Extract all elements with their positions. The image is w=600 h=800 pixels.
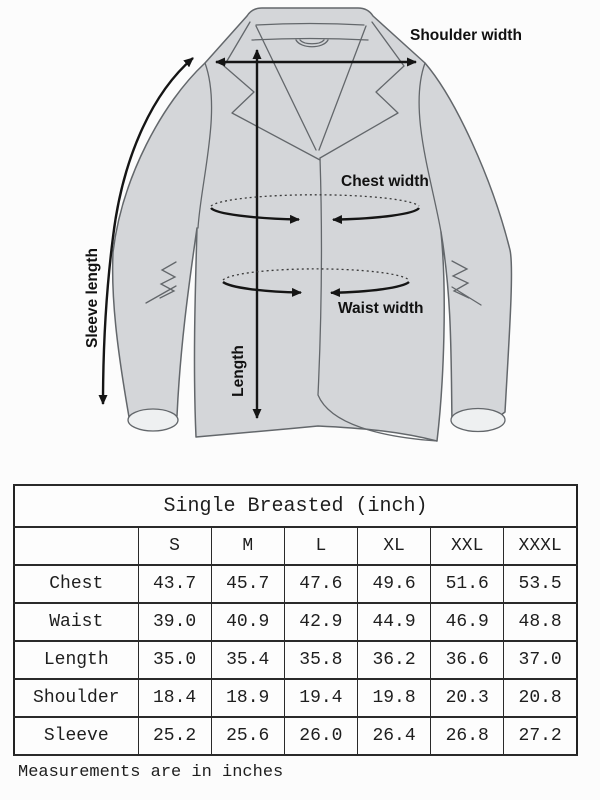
- right-elbow-gather: [451, 260, 482, 306]
- size-value-cell: 25.2: [137, 716, 212, 756]
- right-lapel: [319, 21, 405, 159]
- size-value-cell: 36.2: [356, 640, 432, 680]
- size-row-label: Shoulder: [13, 678, 139, 718]
- size-value-cell: 20.8: [503, 678, 578, 718]
- size-row: Length 35.0 35.4 35.8 36.2 36.6 37.0: [13, 640, 578, 680]
- size-col-header: M: [210, 526, 285, 566]
- chest-arrow-right: [332, 207, 420, 224]
- size-row-label: Length: [13, 640, 139, 680]
- size-row: Chest 43.7 45.7 47.6 49.6 51.6 53.5: [13, 564, 578, 604]
- size-value-cell: 46.9: [430, 602, 505, 642]
- chest-arrow-left: [210, 207, 300, 224]
- chest-width-label: Chest width: [341, 173, 429, 190]
- chest-ellipse-back: [210, 194, 420, 207]
- size-col-header: XXXL: [503, 526, 578, 566]
- shoulder-width-label: Shoulder width: [410, 27, 522, 44]
- size-value-cell: 51.6: [430, 564, 505, 604]
- right-armhole-seam: [418, 62, 442, 233]
- size-table: Single Breasted (inch) S M L XL XXL XXXL Ches…: [13, 484, 578, 756]
- sleeve-length-arrow: [98, 57, 194, 405]
- waist-arrow-right: [330, 281, 410, 298]
- size-value-cell: 35.0: [137, 640, 212, 680]
- collar-line-lower: [251, 37, 369, 41]
- hanger-loop: [295, 39, 329, 48]
- right-cuff: [450, 407, 506, 433]
- left-lapel-roll-line: [255, 25, 317, 151]
- center-front-seam: [317, 157, 438, 442]
- size-value-cell: 25.6: [210, 716, 285, 756]
- size-row-label: Chest: [13, 564, 139, 604]
- size-value-cell: 18.9: [210, 678, 285, 718]
- length-label: Length: [230, 345, 247, 397]
- size-value-cell: 40.9: [210, 602, 285, 642]
- size-col-header: L: [283, 526, 358, 566]
- size-table-body: Chest 43.7 45.7 47.6 49.6 51.6 53.5 Waist 39.0 40…: [13, 564, 578, 756]
- size-value-cell: 35.4: [210, 640, 285, 680]
- collar-line-upper: [255, 22, 365, 26]
- size-value-cell: 37.0: [503, 640, 578, 680]
- size-value-cell: 27.2: [503, 716, 578, 756]
- jacket-measurement-diagram: Shoulder width Chest width Waist width S…: [84, 7, 522, 442]
- left-lapel: [223, 21, 321, 161]
- left-armhole-seam: [197, 62, 213, 229]
- units-footnote: Measurements are in inches: [18, 763, 284, 782]
- size-table-title: Single Breasted (inch): [13, 484, 578, 528]
- size-value-cell: 45.7: [210, 564, 285, 604]
- size-value-cell: 19.4: [283, 678, 358, 718]
- size-value-cell: 35.8: [283, 640, 358, 680]
- size-value-cell: 39.0: [137, 602, 212, 642]
- size-value-cell: 26.0: [283, 716, 358, 756]
- size-value-cell: 26.8: [430, 716, 505, 756]
- corner-cell: [13, 526, 139, 566]
- right-lapel-roll-line: [318, 25, 367, 151]
- size-value-cell: 47.6: [283, 564, 358, 604]
- waist-width-label: Waist width: [338, 300, 424, 317]
- size-value-cell: 20.3: [430, 678, 505, 718]
- size-value-cell: 19.8: [356, 678, 432, 718]
- sleeve-length-label: Sleeve length: [84, 248, 101, 348]
- size-col-headers: S M L XL XXL XXXL: [13, 526, 578, 566]
- size-row: Sleeve 25.2 25.6 26.0 26.4 26.8 27.2: [13, 716, 578, 756]
- jacket-body: [111, 7, 513, 442]
- size-row-label: Waist: [13, 602, 139, 642]
- size-value-cell: 49.6: [356, 564, 432, 604]
- size-row: Shoulder 18.4 18.9 19.4 19.8 20.3 20.8: [13, 678, 578, 718]
- size-col-header: XL: [356, 526, 432, 566]
- size-value-cell: 53.5: [503, 564, 578, 604]
- size-value-cell: 26.4: [356, 716, 432, 756]
- size-value-cell: 18.4: [137, 678, 212, 718]
- size-row-label: Sleeve: [13, 716, 139, 756]
- size-value-cell: 42.9: [283, 602, 358, 642]
- size-row: Waist 39.0 40.9 42.9 44.9 46.9 48.8: [13, 602, 578, 642]
- size-value-cell: 43.7: [137, 564, 212, 604]
- waist-arrow-left: [222, 281, 302, 297]
- size-value-cell: 48.8: [503, 602, 578, 642]
- size-col-header: XXL: [430, 526, 505, 566]
- size-value-cell: 44.9: [356, 602, 432, 642]
- left-cuff: [127, 408, 179, 432]
- size-col-header: S: [137, 526, 212, 566]
- size-value-cell: 36.6: [430, 640, 505, 680]
